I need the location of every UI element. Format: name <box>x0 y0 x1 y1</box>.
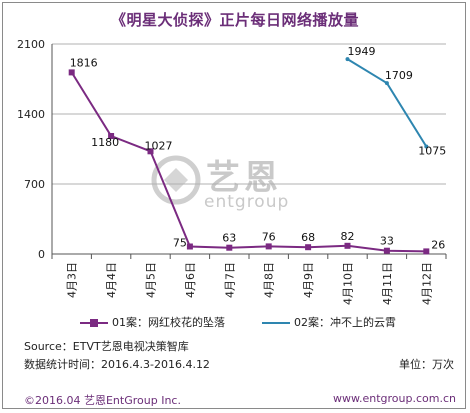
chart-axes: 0 700 1400 2100 4月3日 4月4日 4月5日 4月6日 4月7日 4月8日 4月9日… <box>17 38 447 305</box>
footer-copyright: ©2016.04 艺恩EntGroup Inc. <box>24 394 181 407</box>
unit-label: 单位：万次 <box>399 358 454 371</box>
data-point-marker <box>345 57 350 62</box>
legend-label-series-1: 01案：网红校花的坠落 <box>112 316 225 329</box>
chart-series <box>68 57 430 255</box>
data-point-marker <box>147 148 154 155</box>
data-label: 1180 <box>91 136 119 149</box>
data-label: 75 <box>173 237 187 250</box>
x-tick-label: 4月5日 <box>145 262 158 298</box>
data-label: 1027 <box>145 139 173 152</box>
data-point-marker <box>344 242 351 249</box>
x-tick-label: 4月10日 <box>342 262 355 305</box>
data-label: 82 <box>341 230 355 243</box>
legend-item-series-1: 01案：网红校花的坠落 <box>80 314 225 330</box>
x-tick-label: 4月8日 <box>263 262 276 298</box>
data-point-marker <box>384 81 389 86</box>
data-label: 26 <box>431 238 445 251</box>
data-label: 76 <box>262 230 276 243</box>
footer-website: www.entgroup.com.cn <box>333 392 456 405</box>
data-label: 33 <box>380 235 394 248</box>
x-tick-label: 4月11日 <box>381 262 394 305</box>
x-tick-label: 4月9日 <box>302 262 315 298</box>
data-point-marker <box>226 244 233 251</box>
chart-legend: 01案：网红校花的坠落 02案：冲不上的云霄 <box>0 310 470 332</box>
data-label: 1709 <box>385 69 413 82</box>
data-label: 68 <box>301 231 315 244</box>
y-tick-label: 0 <box>38 248 45 261</box>
x-tick-label: 4月7日 <box>223 262 236 298</box>
legend-swatch-series-1 <box>80 319 108 327</box>
y-tick-label: 1400 <box>17 108 45 121</box>
data-label: 1949 <box>348 45 376 58</box>
data-label: 1075 <box>418 145 446 158</box>
x-tick-label: 4月4日 <box>105 262 118 298</box>
y-tick-label: 2100 <box>17 38 45 51</box>
legend-item-series-2: 02案：冲不上的云霄 <box>262 314 396 330</box>
data-label: 63 <box>222 232 236 245</box>
data-point-marker <box>186 243 193 250</box>
data-point-marker <box>68 69 75 76</box>
x-tick-label: 4月3日 <box>66 262 79 298</box>
data-point-marker <box>265 243 272 250</box>
source-line: Source：ETVT艺恩电视决策智库 <box>24 340 189 353</box>
x-tick-label: 4月6日 <box>184 262 197 298</box>
data-label: 1816 <box>70 56 98 69</box>
chart-title: 《明星大侦探》正片每日网络播放量 <box>110 11 359 29</box>
series-line-1 <box>70 71 427 253</box>
date-range-line: 数据统计时间：2016.4.3-2016.4.12 <box>24 358 210 371</box>
data-point-marker <box>424 144 429 149</box>
data-point-marker <box>383 247 390 254</box>
data-point-marker <box>108 133 115 139</box>
data-point-marker <box>423 248 430 255</box>
chart-data-labels: 1816 1180 1027 75 63 76 68 82 33 26 1949 1709 1075 <box>70 45 447 251</box>
chart-frame <box>2 2 466 409</box>
data-point-marker <box>305 244 312 251</box>
x-tick-label: 4月12日 <box>420 262 433 305</box>
legend-label-series-2: 02案：冲不上的云霄 <box>294 316 396 329</box>
legend-swatch-series-2 <box>262 322 290 324</box>
y-tick-label: 700 <box>24 178 45 191</box>
